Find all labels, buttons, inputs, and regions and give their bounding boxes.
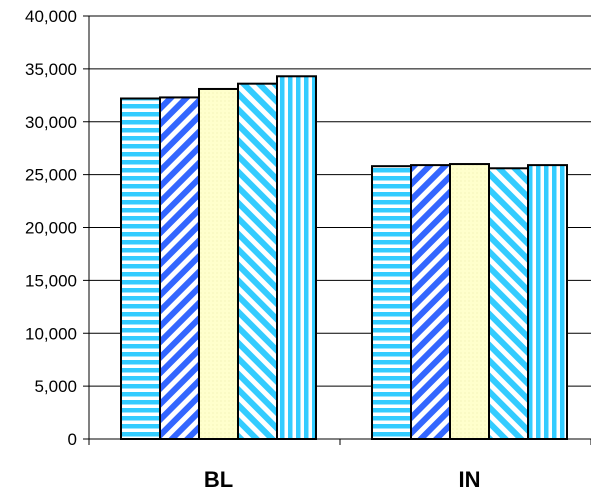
y-tick-label: 5,000 [34, 377, 77, 396]
bar-in-series-4 [488, 167, 529, 440]
y-tick-label: 30,000 [25, 113, 77, 132]
bar-in-series-5 [527, 164, 568, 440]
x-category-label: IN [459, 467, 481, 492]
y-tick-label: 40,000 [25, 7, 77, 26]
axis-labels: 0 5,000 10,000 15,000 20,000 25,000 30,000 35,0… [25, 7, 481, 492]
x-category-label: BL [204, 467, 233, 492]
bar-bl-series-2 [159, 96, 200, 441]
bar-bl-series-5 [276, 75, 317, 440]
y-tick-label: 35,000 [25, 60, 77, 79]
bar-in-series-3 [449, 163, 490, 441]
y-tick-label: 25,000 [25, 166, 77, 185]
y-tick-label: 10,000 [25, 324, 77, 343]
bars [120, 75, 568, 441]
y-tick-label: 15,000 [25, 271, 77, 290]
y-tick-label: 20,000 [25, 219, 77, 238]
bar-in-series-2 [410, 164, 451, 440]
y-tick-label: 0 [68, 430, 77, 449]
bar-bl-series-3 [198, 87, 239, 440]
bar-in-series-1 [371, 165, 412, 440]
bar-bl-series-4 [237, 82, 278, 441]
bar-bl-series-1 [120, 97, 161, 441]
